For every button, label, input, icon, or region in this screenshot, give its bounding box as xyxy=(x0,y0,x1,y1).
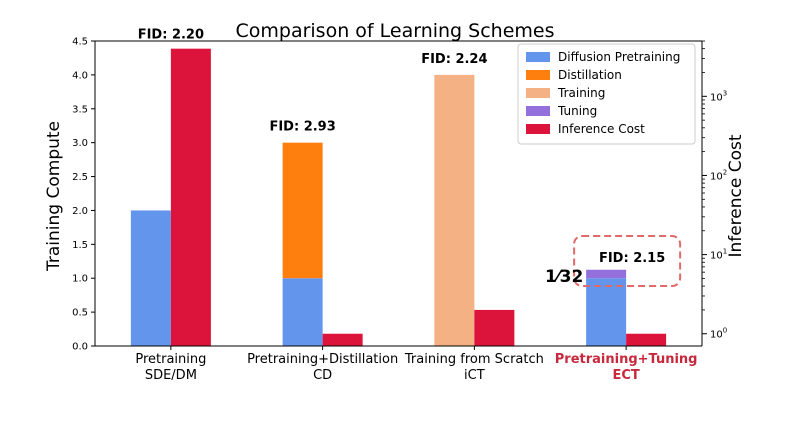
y-tick-label: 1.0 xyxy=(72,274,88,285)
fid-label: FID: 2.93 xyxy=(269,120,335,135)
fid-label: FID: 2.15 xyxy=(599,251,665,266)
bars-layer xyxy=(130,48,667,346)
x-tick-label: Pretraining+Tuning xyxy=(555,352,698,367)
ratio-annotation: 1⁄32 xyxy=(545,267,583,287)
legend: Diffusion Pretraining Distillation Trainin… xyxy=(517,43,696,145)
y-tick-label: 3.5 xyxy=(72,104,88,115)
y-tick-label: 3.0 xyxy=(72,138,88,149)
y-tick-label: 4.0 xyxy=(72,70,88,81)
y-tick-label: 0.0 xyxy=(72,342,88,353)
y-right-tick-label: 102 xyxy=(710,168,727,182)
legend-swatch xyxy=(526,52,550,62)
legend-swatch xyxy=(526,124,550,134)
x-tick-label: SDE/DM xyxy=(145,368,197,383)
x-tick-label: Training from Scratch xyxy=(404,352,544,367)
y-right-tick-label: 103 xyxy=(710,89,727,103)
x-tick-label: CD xyxy=(313,368,332,383)
bar-diffusion-pretraining xyxy=(130,210,171,346)
legend-box xyxy=(517,43,696,145)
bar-training xyxy=(434,74,475,346)
x-tick-label: ECT xyxy=(612,368,639,383)
legend-swatch xyxy=(526,106,550,116)
legend-swatch xyxy=(526,70,550,80)
y-right-tick-label: 100 xyxy=(710,327,727,341)
y-tick-label: 1.5 xyxy=(72,240,88,251)
x-tick-label: Pretraining+Distillation xyxy=(247,352,398,367)
bar-diffusion-pretraining xyxy=(586,278,627,346)
y-right-tick-label: 101 xyxy=(710,248,727,262)
fid-label: FID: 2.24 xyxy=(421,52,487,67)
y-tick-label: 4.5 xyxy=(72,37,88,48)
bar-tuning xyxy=(586,269,627,279)
axes-layer: 0.0 0.5 1.0 1.5 2.0 2.5 3.0 3.5 4.0 4.5 100 101 102 1… xyxy=(72,37,727,353)
x-tick-label: Pretraining xyxy=(135,352,206,367)
bar-inference-cost xyxy=(322,333,363,346)
legend-label: Diffusion Pretraining xyxy=(558,50,680,64)
y-axis-right-label: Inference Cost xyxy=(726,134,746,257)
legend-swatch xyxy=(526,88,550,98)
legend-label: Training xyxy=(557,86,605,100)
highlight-box xyxy=(573,235,682,287)
y-axis-label: Training Compute xyxy=(44,121,64,272)
bar-diffusion-pretraining xyxy=(282,278,323,346)
legend-label: Distillation xyxy=(558,68,622,82)
y-tick-label: 0.5 xyxy=(72,308,88,319)
y-tick-label: 2.5 xyxy=(72,172,88,183)
bar-inference-cost xyxy=(170,48,211,346)
x-tick-label: iCT xyxy=(464,368,485,383)
y-tick-label: 2.0 xyxy=(72,206,88,217)
chart-title: Comparison of Learning Schemes xyxy=(235,20,554,42)
bar-inference-cost xyxy=(626,333,667,346)
bar-inference-cost xyxy=(474,309,515,346)
legend-label: Inference Cost xyxy=(558,122,645,136)
fid-label: FID: 2.20 xyxy=(138,28,204,43)
legend-label: Tuning xyxy=(557,104,597,118)
bar-distillation xyxy=(282,142,323,279)
